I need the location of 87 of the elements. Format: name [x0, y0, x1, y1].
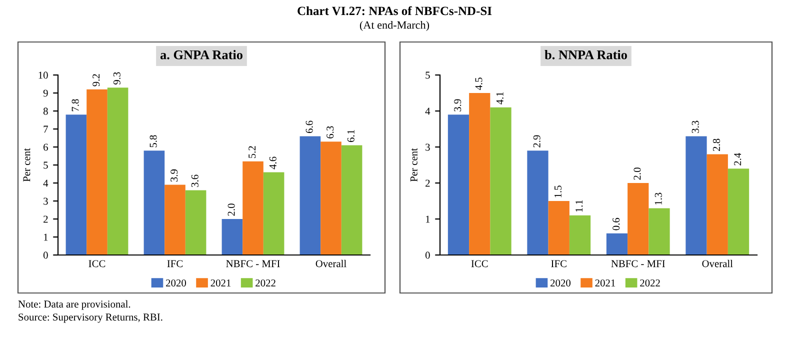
data-label: 9.2 — [92, 74, 100, 86]
bar — [490, 107, 512, 255]
data-label: 1.1 — [576, 200, 583, 212]
data-label: 6.1 — [347, 130, 354, 142]
data-label: 6.6 — [306, 120, 313, 133]
bar — [86, 89, 108, 255]
bar — [728, 168, 750, 255]
chart-title: b. NNPA Ratio — [544, 50, 627, 60]
bar — [300, 136, 321, 255]
y-tick-label: 0 — [425, 252, 430, 259]
bar — [448, 114, 470, 255]
y-tick-label: 8 — [43, 108, 48, 115]
bar — [107, 88, 128, 255]
data-label: 7.8 — [72, 99, 79, 112]
x-tick-label: ICC — [471, 260, 488, 268]
y-tick-label: 1 — [44, 234, 48, 241]
bar — [686, 136, 707, 255]
y-tick-label: 2 — [44, 216, 48, 223]
x-tick-label: NBFC - MFI — [226, 260, 280, 268]
bar — [469, 93, 490, 255]
x-tick-label: IFC — [551, 260, 566, 268]
y-tick-label: 3 — [426, 144, 430, 151]
text: Note: Data are provisional. — [18, 300, 130, 310]
bar — [144, 150, 165, 255]
data-label: 4.6 — [269, 156, 276, 170]
y-tick-label: 4 — [43, 180, 48, 187]
data-label: 3.6 — [191, 174, 198, 187]
data-label: 3.9 — [170, 169, 178, 182]
bar — [222, 219, 243, 255]
data-label: 5.2 — [248, 146, 256, 158]
data-label: 2.9 — [533, 135, 540, 148]
y-axis-title: Per cent — [410, 148, 418, 182]
y-tick-label: 2 — [426, 180, 430, 187]
y-tick-label: 1 — [426, 216, 430, 223]
y-tick-label: 0 — [43, 252, 48, 259]
x-tick-label: Overall — [702, 260, 733, 268]
bar — [648, 208, 670, 255]
y-tick-label: 3 — [44, 198, 48, 205]
data-label: 5.8 — [150, 135, 157, 148]
data-label: 1.5 — [554, 186, 562, 198]
data-label: 4.5 — [475, 78, 482, 90]
bar — [706, 154, 728, 255]
bar — [320, 142, 342, 255]
legend-label: 2022 — [256, 279, 276, 286]
data-label: 2.4 — [734, 152, 742, 166]
bar — [569, 215, 591, 255]
text: Chart VI.27: NPAs of NBFCs-ND-SI — [298, 6, 492, 16]
legend-label: 2021 — [595, 279, 616, 286]
y-tick-label: 5 — [44, 162, 48, 169]
bar — [341, 145, 362, 255]
y-tick-label: 5 — [426, 72, 430, 79]
data-label: 2.0 — [228, 204, 235, 216]
data-label: 0.6 — [612, 218, 620, 230]
source-note: Source: Supervisory Returns, RBI. — [18, 314, 162, 323]
data-label: 9.3 — [113, 72, 120, 84]
data-label: 6.3 — [326, 126, 334, 138]
y-axis-title: Per cent — [23, 148, 30, 182]
bar — [242, 161, 264, 255]
chart-title: a. GNPA Ratio — [160, 50, 242, 60]
data-label: 4.1 — [496, 92, 504, 104]
data-label: 2.0 — [634, 168, 641, 180]
data-label: 1.3 — [654, 192, 662, 205]
text: (At end-March) — [360, 20, 430, 32]
legend-label: 2020 — [166, 279, 186, 286]
x-tick-label: NBFC - MFI — [611, 260, 665, 268]
y-tick-label: 7 — [44, 126, 48, 133]
x-tick-label: ICC — [88, 260, 106, 268]
y-tick-label: 9 — [43, 90, 48, 97]
y-tick-label: 10 — [38, 72, 48, 79]
bar — [606, 233, 628, 255]
legend-label: 2020 — [550, 279, 570, 286]
x-tick-label: Overall — [316, 260, 346, 268]
y-tick-label: 4 — [425, 108, 430, 115]
bar — [548, 201, 570, 255]
data-label: 3.3 — [692, 120, 699, 133]
bar — [66, 114, 87, 255]
legend-label: 2022 — [640, 279, 660, 286]
bar — [263, 172, 284, 255]
data-label: 2.8 — [712, 138, 720, 151]
legend-label: 2021 — [210, 279, 231, 286]
bar — [527, 150, 548, 255]
bar — [164, 184, 186, 255]
data-label: 3.9 — [454, 99, 462, 112]
bar — [628, 183, 649, 255]
x-tick-label: IFC — [167, 260, 183, 268]
bar — [185, 190, 206, 255]
y-tick-label: 6 — [44, 144, 48, 151]
